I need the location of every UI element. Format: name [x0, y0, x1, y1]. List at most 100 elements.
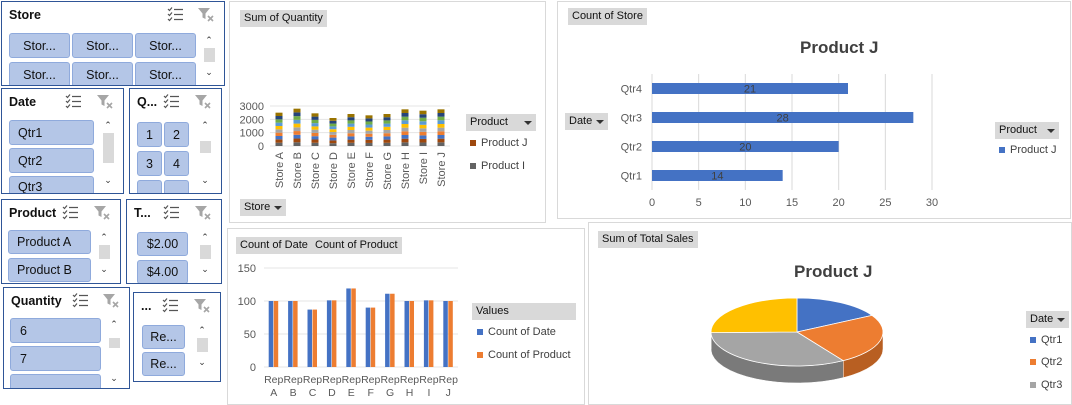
data-label: 20 [739, 142, 751, 154]
bar-segment [383, 120, 391, 124]
scroll-down-icon[interactable]: ⌄ [110, 373, 118, 383]
slicer-item-product[interactable]: Product A [8, 230, 91, 254]
slicer-item-region[interactable]: Re... [142, 352, 185, 376]
legend-label: Qtr3 [1041, 379, 1063, 391]
slicer-item-quarter[interactable] [137, 180, 162, 193]
slicer-item-store[interactable]: Stor... [135, 33, 196, 58]
slicer-item-date[interactable]: Qtr3 [9, 176, 94, 193]
date-slicer-header: Date [2, 89, 123, 115]
scroll-up-icon[interactable]: ⌃ [198, 325, 206, 335]
scroll-up-icon[interactable]: ⌃ [201, 232, 209, 242]
quantity-slicer-scrollbar[interactable]: ⌃ ⌄ [106, 318, 122, 384]
slicer-item-quarter[interactable]: 1 [137, 122, 162, 147]
slicer-item-store[interactable]: Stor... [72, 33, 133, 58]
scroll-down-icon[interactable]: ⌄ [198, 357, 206, 367]
x-tick-label: Store J [436, 152, 448, 187]
product-legend-dropdown[interactable]: Product [466, 114, 536, 131]
count-of-product-field-button[interactable]: Count of Product [311, 237, 402, 254]
store-count-chart[interactable]: Count of Store Product J Date 0 5 10 15 20 25… [557, 1, 1071, 219]
scroll-down-icon[interactable]: ⌄ [205, 67, 213, 77]
count-of-date-field-button[interactable]: Count of Date [236, 237, 312, 254]
scroll-thumb[interactable] [200, 245, 211, 259]
slicer-item-quantity[interactable]: 7 [10, 346, 101, 371]
bar-segment [347, 133, 355, 137]
bar-segment [383, 117, 391, 121]
clear-filter-icon[interactable] [102, 292, 120, 309]
scroll-thumb[interactable] [204, 48, 215, 62]
clear-filter-icon[interactable] [93, 204, 111, 221]
scroll-thumb[interactable] [197, 338, 208, 352]
bar-segment [329, 123, 337, 127]
sum-of-total-sales-field-button[interactable]: Sum of Total Sales [598, 231, 698, 248]
multi-select-icon[interactable] [163, 93, 181, 110]
x-tick-label: A [270, 387, 277, 399]
slicer-item-product[interactable]: Product B [8, 258, 91, 282]
slicer-item-region[interactable]: Re... [142, 325, 185, 349]
scroll-down-icon[interactable]: ⌄ [201, 264, 209, 274]
product-legend-dropdown[interactable]: Product [995, 122, 1059, 139]
scroll-up-icon[interactable]: ⌃ [104, 120, 112, 130]
bar-segment [383, 139, 391, 143]
sales-chart[interactable]: Sum of Total Sales Product J Date Qtr1 Q… [588, 222, 1072, 405]
region-slicer-scrollbar[interactable]: ⌃ ⌄ [194, 324, 210, 370]
scroll-thumb[interactable] [99, 245, 110, 259]
scroll-up-icon[interactable]: ⌃ [205, 35, 213, 45]
clear-filter-icon[interactable] [197, 6, 215, 23]
total-slicer-scrollbar[interactable]: ⌃ ⌄ [197, 231, 213, 277]
store-axis-dropdown[interactable]: Store [240, 199, 287, 216]
slicer-item-quantity[interactable] [10, 374, 101, 388]
slicer-item-date[interactable]: Qtr2 [9, 148, 94, 173]
multi-select-icon[interactable] [65, 93, 83, 110]
legend-entry: Qtr1 [1030, 334, 1062, 346]
date-axis-dropdown[interactable]: Date [565, 113, 609, 130]
bar-segment [311, 132, 319, 137]
product-slicer-scrollbar[interactable]: ⌃ ⌄ [96, 231, 112, 277]
multi-select-icon[interactable] [163, 204, 181, 221]
multi-select-icon[interactable] [167, 6, 185, 23]
slicer-item-total[interactable]: $2.00 [137, 232, 188, 256]
slicer-item-date[interactable]: Qtr1 [9, 120, 94, 145]
slicer-item-quarter[interactable]: 3 [137, 151, 162, 176]
count-of-store-field-button[interactable]: Count of Store [568, 8, 647, 25]
clear-filter-icon[interactable] [193, 297, 211, 314]
slicer-item-quantity[interactable]: 6 [10, 318, 101, 343]
slicer-item-store[interactable]: Stor... [72, 62, 133, 85]
store-slicer-scrollbar[interactable]: ⌃ ⌄ [201, 34, 217, 80]
slicer-item-quarter[interactable]: 2 [164, 122, 189, 147]
scroll-thumb[interactable] [200, 141, 211, 153]
scroll-thumb[interactable] [109, 338, 120, 348]
bar-segment [383, 136, 391, 140]
bar-segment [347, 114, 355, 118]
slicer-item-total[interactable]: $4.00 [137, 260, 188, 283]
date-product-chart[interactable]: Count of Date Count of Product 0 50 100 150… [227, 228, 585, 405]
scroll-up-icon[interactable]: ⌃ [100, 232, 108, 242]
multi-select-icon[interactable] [72, 292, 90, 309]
date-legend-dropdown[interactable]: Date [1026, 311, 1070, 328]
bar [385, 293, 390, 367]
scroll-thumb[interactable] [103, 133, 114, 163]
sum-of-quantity-field-button[interactable]: Sum of Quantity [240, 10, 327, 27]
scroll-down-icon[interactable]: ⌄ [104, 175, 112, 185]
slicer-item-store[interactable]: Stor... [9, 33, 70, 58]
scroll-down-icon[interactable]: ⌄ [201, 175, 209, 185]
slicer-item-store[interactable]: Stor... [135, 62, 196, 85]
scroll-down-icon[interactable]: ⌄ [100, 264, 108, 274]
slicer-item-store[interactable]: Stor... [9, 62, 70, 85]
bar-segment [347, 136, 355, 140]
bar-segment [383, 130, 391, 134]
scroll-up-icon[interactable]: ⌃ [201, 120, 209, 130]
quarter-slicer-scrollbar[interactable]: ⌃ ⌄ [197, 119, 213, 187]
quantity-chart[interactable]: Sum of Quantity 0 1000 2000 3000 Store A Stor… [229, 1, 546, 223]
multi-select-icon[interactable] [162, 297, 180, 314]
scroll-up-icon[interactable]: ⌃ [110, 319, 118, 329]
date-slicer-scrollbar[interactable]: ⌃ ⌄ [100, 119, 116, 187]
bar [312, 309, 317, 367]
bar-segment [401, 138, 409, 143]
clear-filter-icon[interactable] [96, 93, 114, 110]
clear-filter-icon[interactable] [194, 204, 212, 221]
multi-select-icon[interactable] [62, 204, 80, 221]
slicer-item-quarter[interactable] [164, 180, 189, 193]
slicer-item-quarter[interactable]: 4 [164, 151, 189, 176]
product-legend-dropdown-label: Product [470, 116, 508, 128]
clear-filter-icon[interactable] [194, 93, 212, 110]
